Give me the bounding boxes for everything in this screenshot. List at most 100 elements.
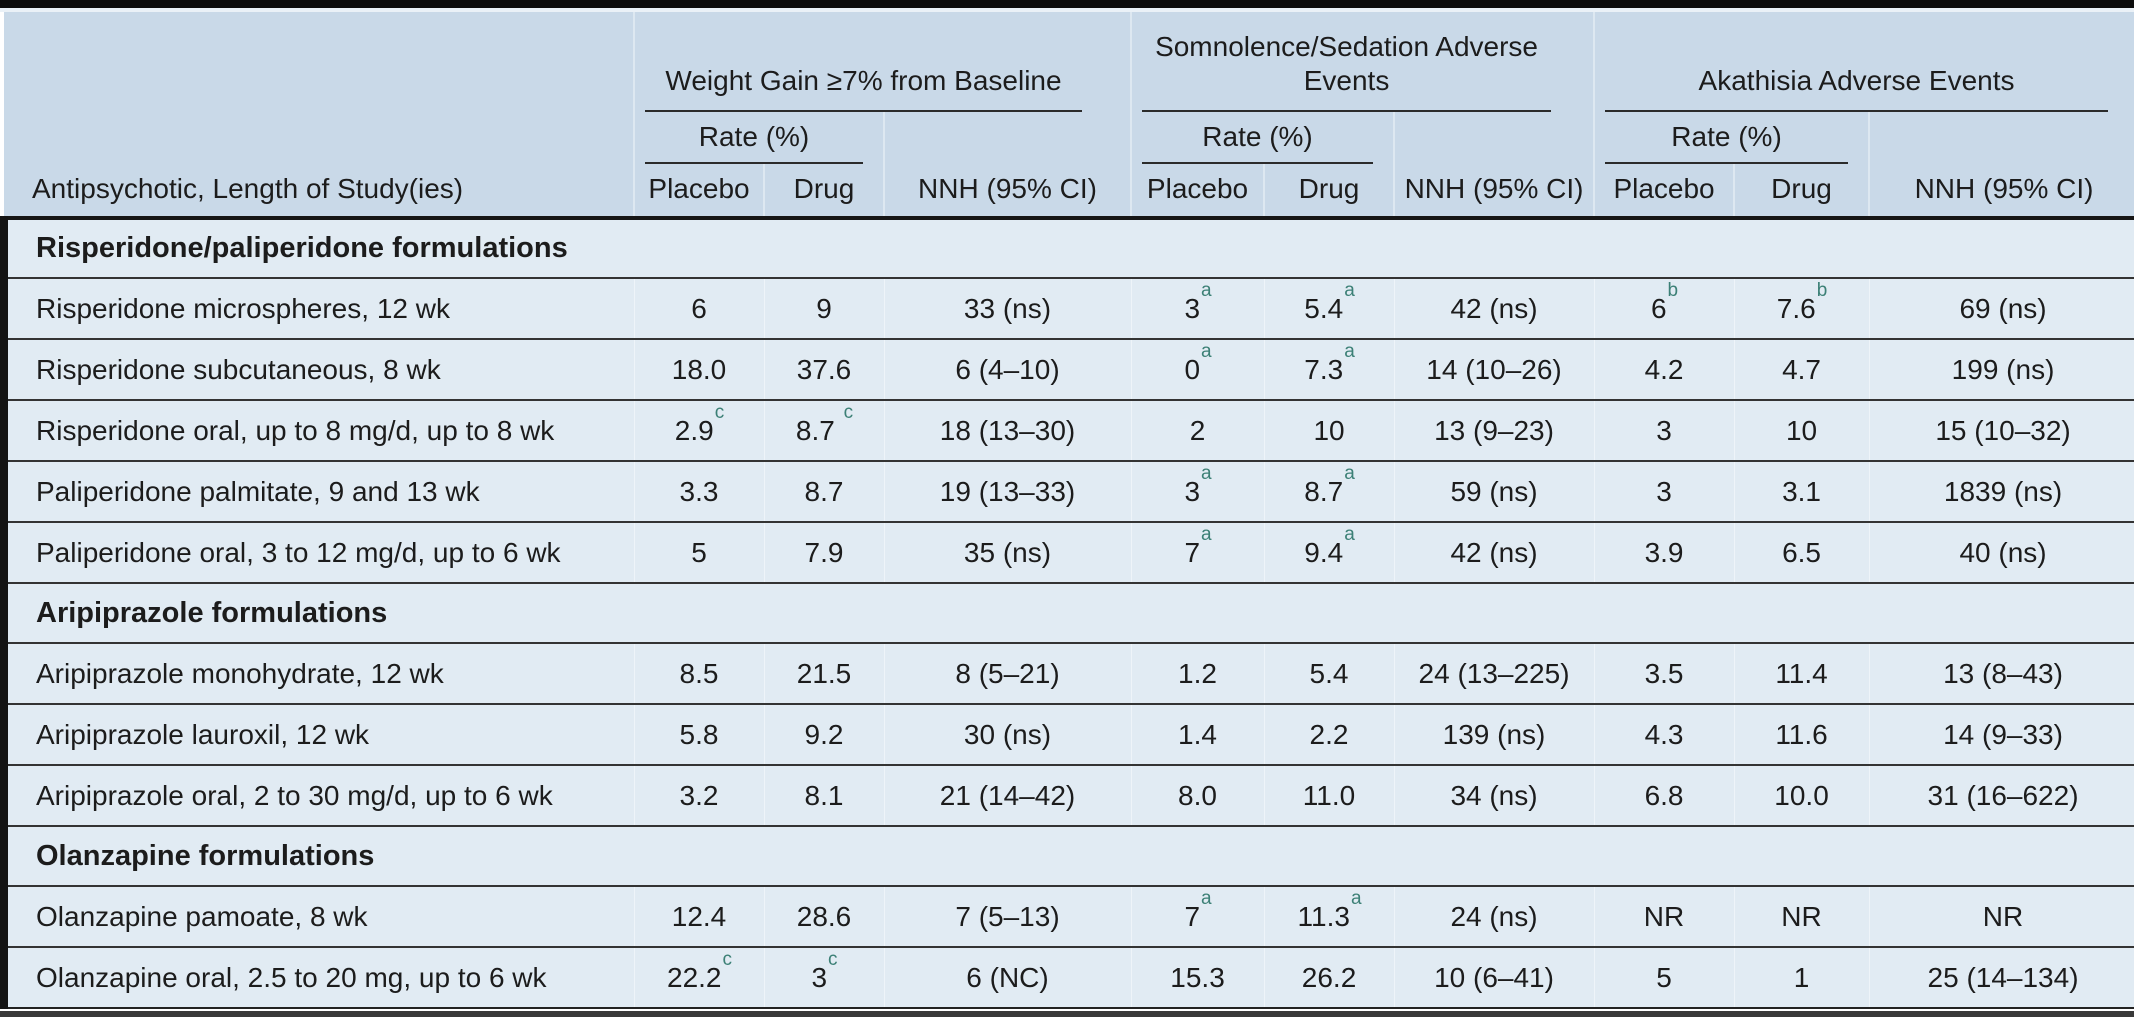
table-row: Risperidone subcutaneous, 8 wk 18.0 37.6 6 … xyxy=(0,339,2134,400)
weight-gain-group-label: Weight Gain ≥7% from Baseline xyxy=(645,64,1083,112)
footnote-marker: a xyxy=(1344,341,1355,363)
table-row: Aripiprazole monohydrate, 12 wk 8.5 21.5 8 … xyxy=(0,643,2134,704)
drug-name-cell: Aripiprazole lauroxil, 12 wk xyxy=(0,704,634,765)
value-cell: 30 (ns) xyxy=(883,704,1132,765)
value-cell: 33 (ns) xyxy=(883,278,1132,339)
value-cell: 8.7 c xyxy=(763,400,884,461)
section-row: Olanzapine formulations xyxy=(0,826,2134,886)
value-cell: 2.2 xyxy=(1263,704,1395,765)
value-cell: 6 (4–10) xyxy=(883,339,1132,400)
value-cell: 8 (5–21) xyxy=(883,643,1132,704)
value-cell: NR xyxy=(1733,886,1870,947)
akathisia-nnh-header: NNH (95% CI) xyxy=(1868,164,2134,218)
row-header-label: Antipsychotic, Length of Study(ies) xyxy=(4,164,634,218)
akathisia-placebo-header: Placebo xyxy=(1593,164,1735,218)
footnote-marker: a xyxy=(1350,888,1362,910)
value-cell: 5 xyxy=(1593,947,1735,1008)
value-cell: 37.6 xyxy=(763,339,884,400)
value-cell: 21.5 xyxy=(763,643,884,704)
footnote-marker: a xyxy=(1344,463,1355,485)
value-cell: 25 (14–134) xyxy=(1868,947,2134,1008)
value-cell: 24 (ns) xyxy=(1393,886,1595,947)
value-cell: 21 (14–42) xyxy=(883,765,1132,826)
value-cell: 6 (NC) xyxy=(883,947,1132,1008)
column-header-row: Antipsychotic, Length of Study(ies) Plac… xyxy=(4,164,2134,218)
value-cell: 3.2 xyxy=(633,765,764,826)
column-group-akathisia: Akathisia Adverse Events xyxy=(1593,12,2134,112)
empty-cell xyxy=(882,112,1132,164)
value-cell: 10.0 xyxy=(1733,765,1870,826)
value-cell: 10 xyxy=(1263,400,1395,461)
somnolence-placebo-header: Placebo xyxy=(1130,164,1265,218)
footnote-marker: a xyxy=(1201,341,1212,363)
value-cell: 5 xyxy=(633,522,764,583)
value-cell: 199 (ns) xyxy=(1868,339,2134,400)
value-cell: 7a xyxy=(1130,886,1265,947)
value-cell: 7a xyxy=(1130,522,1265,583)
drug-name-cell: Olanzapine oral, 2.5 to 20 mg, up to 6 w… xyxy=(0,947,634,1008)
value-cell: 42 (ns) xyxy=(1393,522,1595,583)
value-cell: 40 (ns) xyxy=(1868,522,2134,583)
value-cell: 11.3a xyxy=(1263,886,1395,947)
value-cell: 8.1 xyxy=(763,765,884,826)
value-cell: 9 xyxy=(763,278,884,339)
value-cell: 11.6 xyxy=(1733,704,1870,765)
value-cell: 3 xyxy=(1593,400,1735,461)
value-cell: 10 xyxy=(1733,400,1870,461)
value-cell: 4.3 xyxy=(1593,704,1735,765)
value-cell: 15.3 xyxy=(1130,947,1265,1008)
somnolence-drug-header: Drug xyxy=(1263,164,1395,218)
empty-cell xyxy=(4,112,634,164)
somnolence-rate-header: Rate (%) xyxy=(1130,112,1395,164)
value-cell: 34 (ns) xyxy=(1393,765,1595,826)
value-cell: NR xyxy=(1593,886,1735,947)
value-cell: 42 (ns) xyxy=(1393,278,1595,339)
value-cell: 4.7 xyxy=(1733,339,1870,400)
rate-label: Rate (%) xyxy=(1605,121,1849,164)
value-cell: 3 xyxy=(1593,461,1735,522)
drug-name-cell: Aripiprazole monohydrate, 12 wk xyxy=(0,643,634,704)
value-cell: 11.0 xyxy=(1263,765,1395,826)
value-cell: 1.4 xyxy=(1130,704,1265,765)
footnote-marker: c xyxy=(828,949,838,971)
drug-name-cell: Paliperidone oral, 3 to 12 mg/d, up to 6… xyxy=(0,522,634,583)
footnote-marker: a xyxy=(1344,280,1355,302)
value-cell: 6.5 xyxy=(1733,522,1870,583)
value-cell: 12.4 xyxy=(633,886,764,947)
weight-gain-placebo-header: Placebo xyxy=(633,164,764,218)
value-cell: 8.0 xyxy=(1130,765,1265,826)
value-cell: 9.2 xyxy=(763,704,884,765)
section-row: Risperidone/paliperidone formulations xyxy=(0,218,2134,278)
table-row: Aripiprazole oral, 2 to 30 mg/d, up to 6… xyxy=(0,765,2134,826)
somnolence-nnh-header: NNH (95% CI) xyxy=(1393,164,1595,218)
table-row: Paliperidone oral, 3 to 12 mg/d, up to 6… xyxy=(0,522,2134,583)
value-cell: 1.2 xyxy=(1130,643,1265,704)
footnote-marker: a xyxy=(1201,463,1212,485)
footnote-marker: a xyxy=(1201,280,1212,302)
value-cell: 3.1 xyxy=(1733,461,1870,522)
value-cell: 5.4a xyxy=(1263,278,1395,339)
footnote-marker: a xyxy=(1201,524,1212,546)
value-cell: 5.4 xyxy=(1263,643,1395,704)
value-cell: 8.7a xyxy=(1263,461,1395,522)
value-cell: 22.2c xyxy=(633,947,764,1008)
section-title: Aripiprazole formulations xyxy=(0,583,2134,643)
footnote-marker: c xyxy=(722,949,733,971)
group-header-row: Weight Gain ≥7% from Baseline Somnolence… xyxy=(4,12,2134,112)
value-cell: 1 xyxy=(1733,947,1870,1008)
rate-label: Rate (%) xyxy=(645,121,863,164)
bottom-border xyxy=(0,1011,2134,1017)
value-cell: 5.8 xyxy=(633,704,764,765)
table-row: Paliperidone palmitate, 9 and 13 wk 3.3 8.… xyxy=(0,461,2134,522)
weight-gain-nnh-header: NNH (95% CI) xyxy=(882,164,1132,218)
value-cell: 3a xyxy=(1130,278,1265,339)
somnolence-group-label: Somnolence/Sedation Adverse Events xyxy=(1142,30,1552,112)
table-row: Risperidone microspheres, 12 wk 6 9 33 (ns)… xyxy=(0,278,2134,339)
value-cell: 13 (9–23) xyxy=(1393,400,1595,461)
akathisia-group-label: Akathisia Adverse Events xyxy=(1605,64,2109,112)
value-cell: 69 (ns) xyxy=(1868,278,2134,339)
value-cell: 0a xyxy=(1130,339,1265,400)
value-cell: 18 (13–30) xyxy=(883,400,1132,461)
value-cell: 8.5 xyxy=(633,643,764,704)
